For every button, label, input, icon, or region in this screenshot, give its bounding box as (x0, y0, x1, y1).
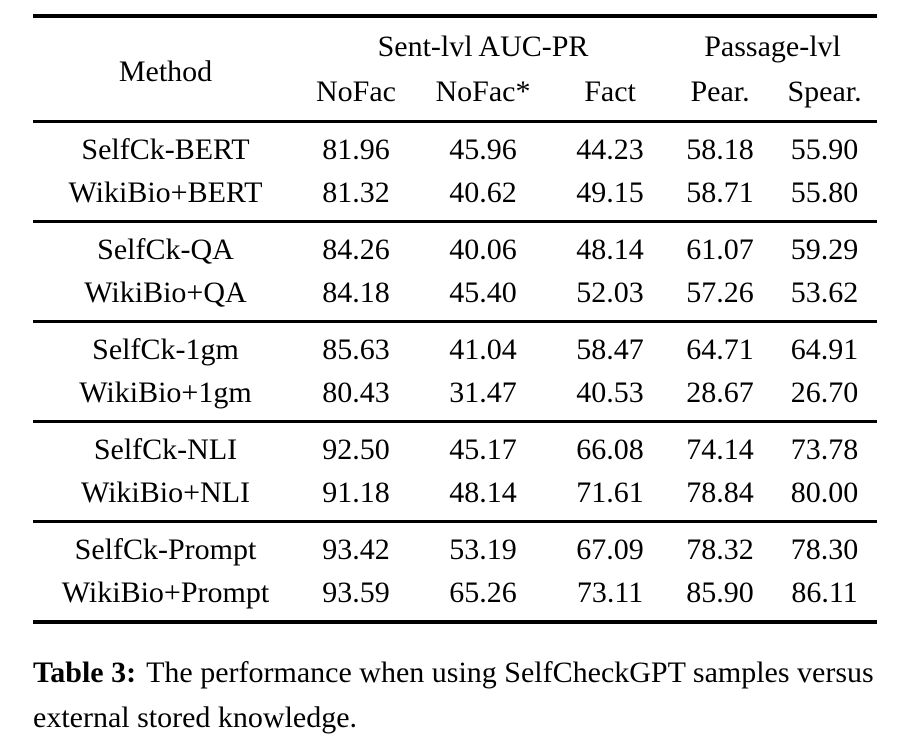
value-cell: 85.63 (322, 333, 390, 367)
value-cell: 57.26 (686, 275, 754, 309)
column-header-method: Method (118, 55, 213, 88)
table-row: SelfCk-QA 84.26 40.06 48.14 61.07 59.29 (33, 222, 877, 272)
value-cell: 40.06 (449, 233, 517, 267)
column-group-sent-lvl-auc-pr: Sent-lvl AUC-PR (377, 30, 589, 63)
column-header-nofac-star: NoFac* (435, 75, 531, 108)
value-cell: 48.14 (449, 475, 517, 509)
method-cell: SelfCk-NLI (93, 433, 238, 467)
column-header-fact: Fact (584, 75, 636, 108)
value-cell: 85.90 (686, 575, 754, 609)
table-row: SelfCk-BERT 81.96 45.96 44.23 58.18 55.9… (33, 122, 877, 172)
value-cell: 59.29 (790, 233, 859, 267)
value-cell: 93.42 (322, 533, 390, 567)
value-cell: 31.47 (449, 375, 517, 409)
column-header-nofac: NoFac (316, 75, 396, 108)
group-nli: SelfCk-NLI 92.50 45.17 66.08 74.14 73.78… (33, 421, 878, 522)
table-row: SelfCk-1gm 85.63 41.04 58.47 64.71 64.91 (33, 322, 877, 372)
method-cell: SelfCk-BERT (81, 133, 250, 167)
caption-label: Table 3: (33, 656, 137, 689)
value-cell: 64.71 (686, 333, 754, 367)
value-cell: 58.47 (576, 333, 644, 367)
header-group-row: Method Sent-lvl AUC-PR Passage-lvl (33, 16, 877, 88)
group-qa: SelfCk-QA 84.26 40.06 48.14 61.07 59.29 … (33, 221, 878, 322)
value-cell: 80.43 (322, 375, 390, 409)
value-cell: 66.08 (576, 433, 644, 467)
value-cell: 67.09 (576, 533, 644, 567)
column-header-spearman: Spear. (787, 75, 862, 108)
caption-text: The performance when using SelfCheckGPT … (33, 656, 874, 734)
value-cell: 53.62 (790, 275, 859, 309)
value-cell: 45.40 (449, 275, 517, 309)
method-cell: SelfCk-1gm (92, 333, 239, 367)
value-cell: 73.11 (576, 575, 644, 609)
column-group-passage-lvl: Passage-lvl (704, 30, 841, 63)
method-cell: WikiBio+Prompt (61, 575, 270, 609)
value-cell: 74.14 (686, 433, 754, 467)
table-row: WikiBio+Prompt 93.59 65.26 73.11 85.90 8… (33, 572, 877, 622)
value-cell: 26.70 (790, 375, 859, 409)
table-header: Method Sent-lvl AUC-PR Passage-lvl NoFac… (33, 16, 878, 122)
header-sub-row: NoFac NoFac* Fact Pear. Spear. (33, 70, 877, 122)
value-cell: 53.19 (449, 533, 517, 567)
table-row: WikiBio+NLI 91.18 48.14 71.61 78.84 80.0… (33, 472, 877, 522)
value-cell: 78.32 (686, 533, 754, 567)
value-cell: 40.53 (576, 375, 644, 409)
value-cell: 61.07 (686, 233, 754, 267)
method-cell: WikiBio+1gm (79, 375, 252, 409)
value-cell: 73.78 (790, 433, 859, 467)
value-cell: 28.67 (686, 375, 754, 409)
value-cell: 52.03 (576, 275, 644, 309)
table-row: WikiBio+QA 84.18 45.40 52.03 57.26 53.62 (33, 272, 877, 322)
value-cell: 45.96 (449, 133, 517, 167)
value-cell: 55.90 (790, 133, 859, 167)
value-cell: 81.96 (322, 133, 390, 167)
value-cell: 65.26 (449, 575, 517, 609)
value-cell: 84.18 (322, 275, 390, 309)
value-cell: 93.59 (322, 575, 390, 609)
value-cell: 81.32 (322, 175, 390, 209)
group-1gm: SelfCk-1gm 85.63 41.04 58.47 64.71 64.91… (33, 321, 878, 422)
method-cell: SelfCk-QA (97, 233, 234, 267)
method-cell: SelfCk-Prompt (74, 533, 257, 567)
value-cell: 71.61 (576, 475, 644, 509)
value-cell: 58.71 (686, 175, 754, 209)
method-cell: WikiBio+BERT (68, 175, 263, 209)
group-prompt: SelfCk-Prompt 93.42 53.19 67.09 78.32 78… (33, 521, 878, 622)
group-bert: SelfCk-BERT 81.96 45.96 44.23 58.18 55.9… (33, 122, 877, 222)
value-cell: 58.18 (686, 133, 754, 167)
value-cell: 48.14 (576, 233, 644, 267)
value-cell: 41.04 (449, 333, 517, 367)
value-cell: 44.23 (576, 133, 644, 167)
table-row: SelfCk-Prompt 93.42 53.19 67.09 78.32 78… (33, 522, 877, 572)
results-table: Method Sent-lvl AUC-PR Passage-lvl NoFac… (33, 14, 878, 624)
value-cell: 80.00 (790, 475, 859, 509)
table-row: SelfCk-NLI 92.50 45.17 66.08 74.14 73.78 (33, 422, 877, 472)
value-cell: 40.62 (449, 175, 517, 209)
value-cell: 86.11 (791, 575, 858, 609)
value-cell: 49.15 (576, 175, 644, 209)
value-cell: 55.80 (790, 175, 859, 209)
value-cell: 78.30 (790, 533, 859, 567)
value-cell: 84.26 (322, 233, 390, 267)
method-cell: WikiBio+NLI (80, 475, 251, 509)
column-header-pearson: Pear. (690, 75, 750, 108)
value-cell: 92.50 (322, 433, 390, 467)
value-cell: 78.84 (686, 475, 754, 509)
value-cell: 91.18 (322, 475, 390, 509)
table-row: WikiBio+1gm 80.43 31.47 40.53 28.67 26.7… (33, 372, 877, 422)
value-cell: 64.91 (790, 333, 859, 367)
table-row: WikiBio+BERT 81.32 40.62 49.15 58.71 55.… (33, 172, 877, 222)
value-cell: 45.17 (449, 433, 517, 467)
method-cell: WikiBio+QA (84, 275, 247, 309)
table-caption: Table 3: The performance when using SelfC… (33, 650, 881, 740)
